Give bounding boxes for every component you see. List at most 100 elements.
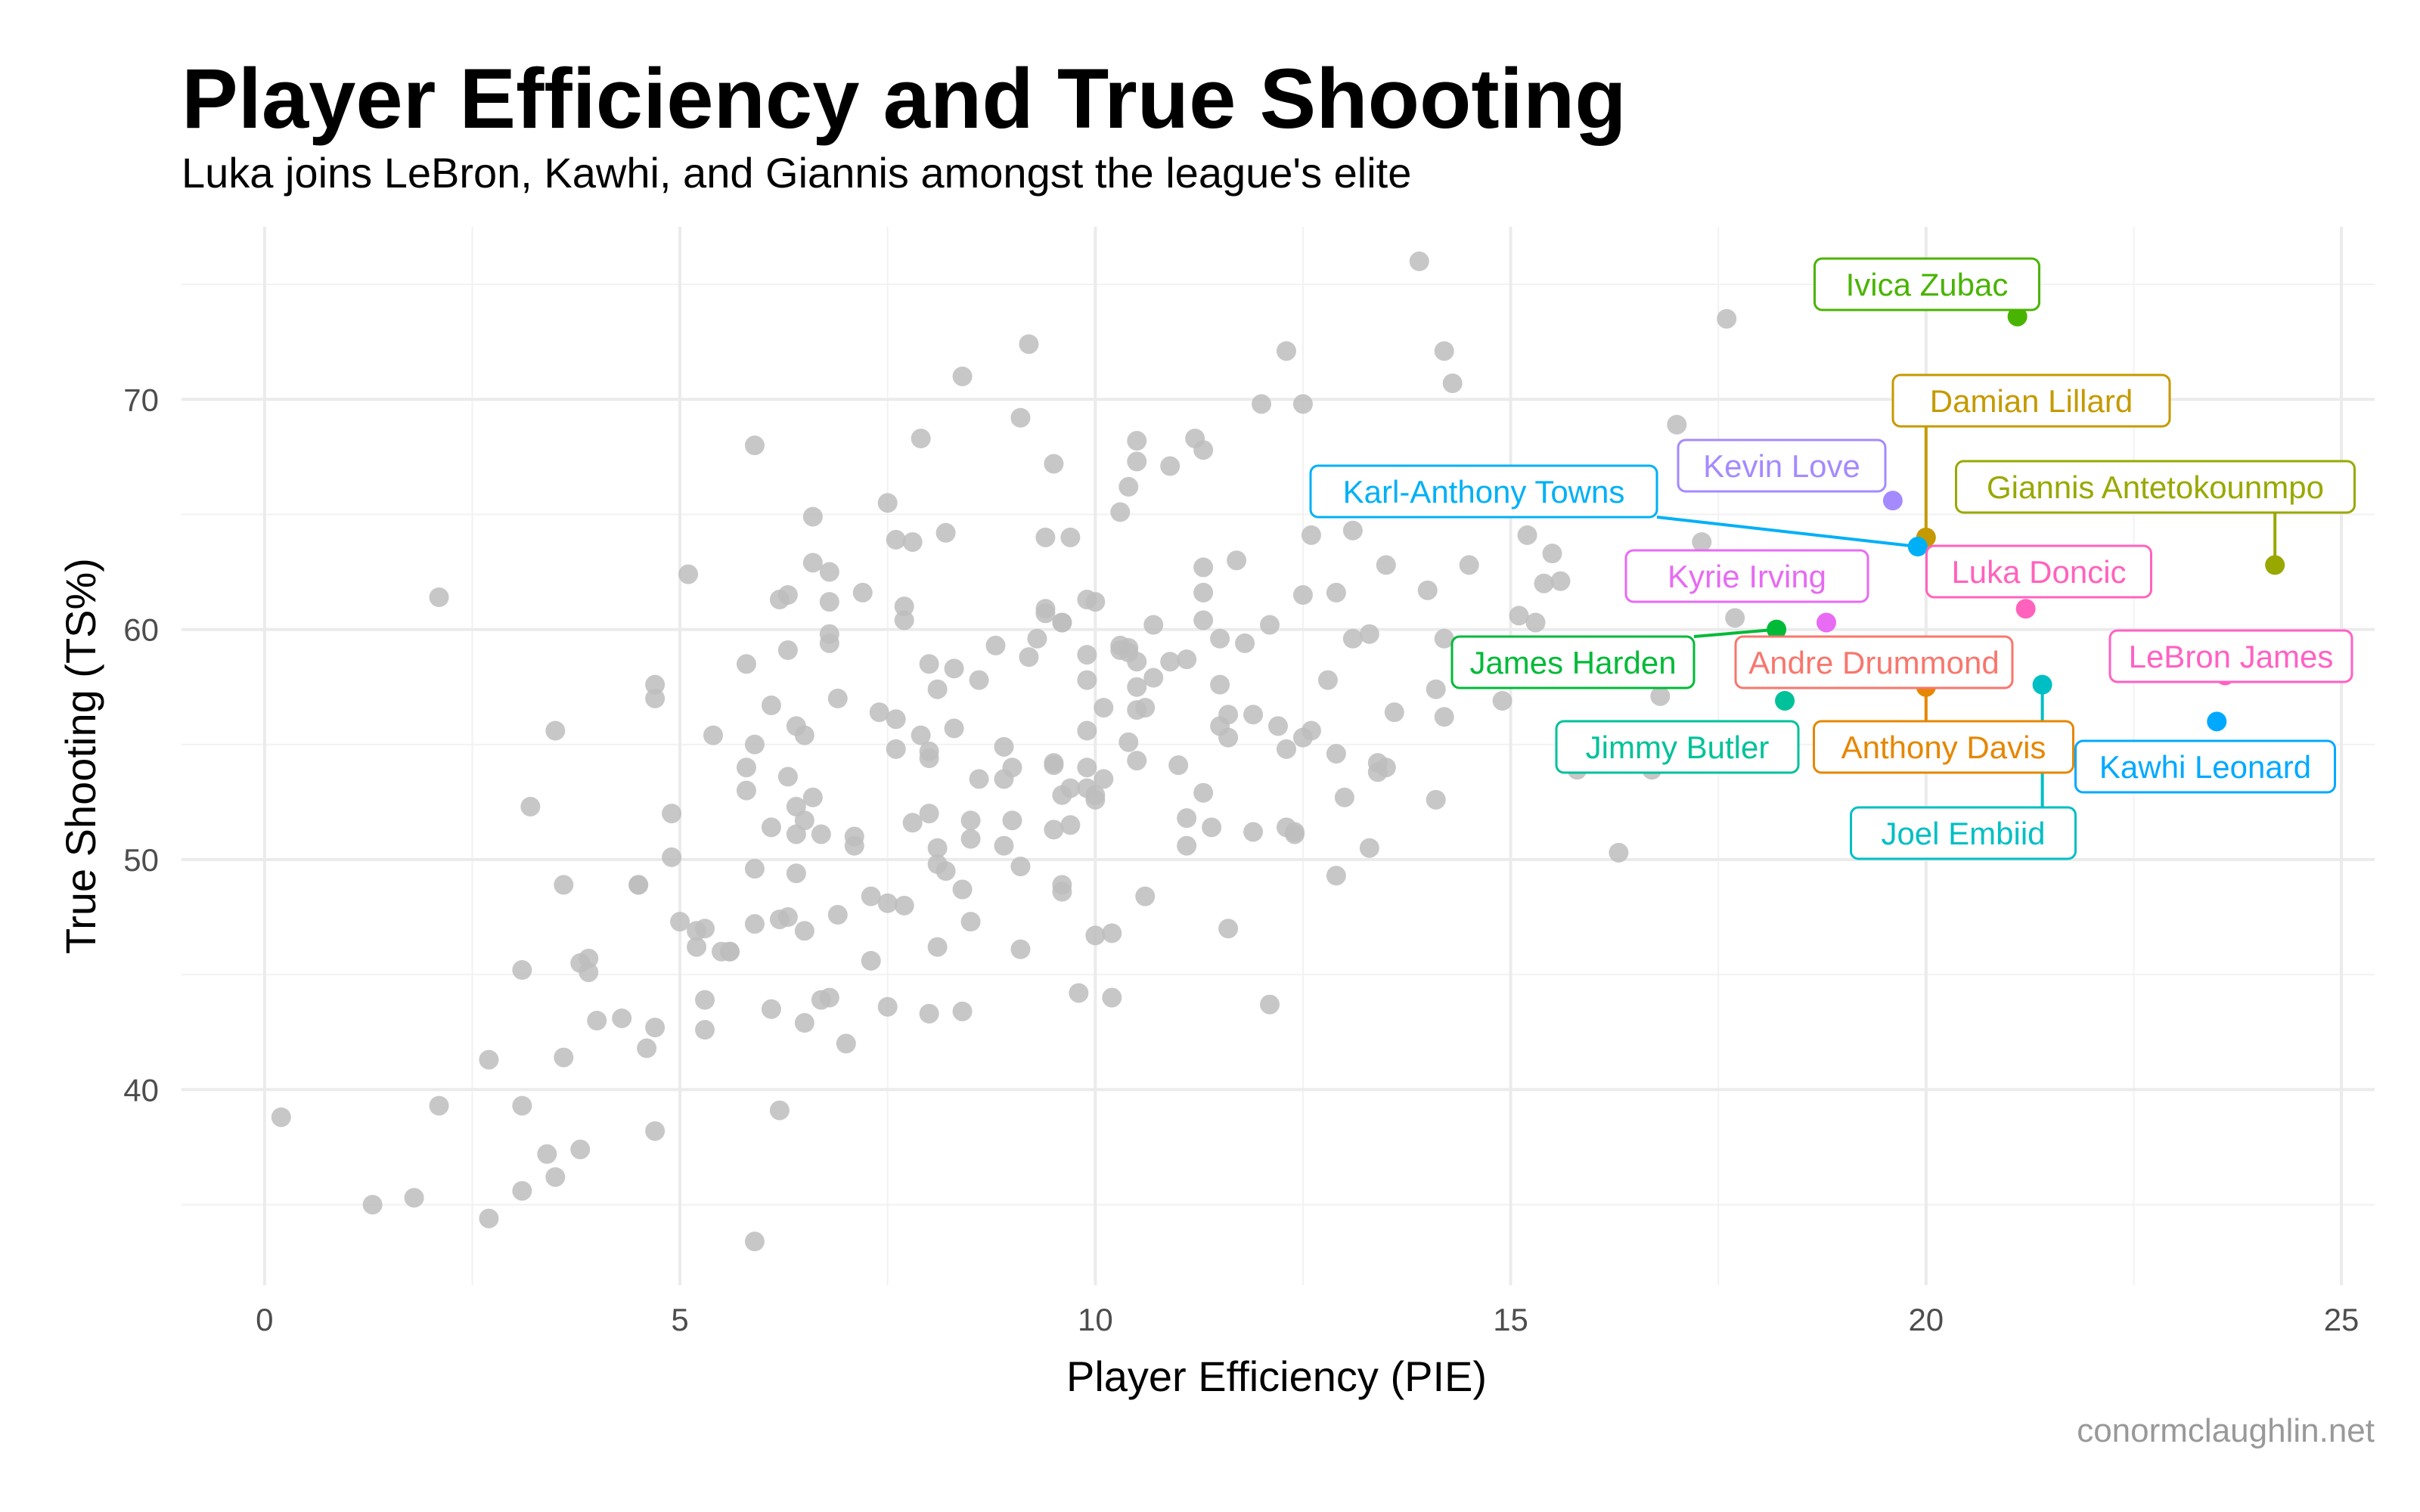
x-axis-ticks: 0 5 10 15 20 25 [256, 1302, 2359, 1337]
player-point [944, 658, 964, 679]
player-point [777, 767, 798, 787]
player-point [802, 507, 823, 527]
player-label: Kawhi Leonard [2074, 739, 2336, 794]
player-point [819, 987, 839, 1008]
player-point [969, 769, 989, 789]
player-label-text: Karl-Anthony Towns [1343, 474, 1625, 510]
player-point [1276, 739, 1296, 759]
player-point [777, 907, 798, 928]
player-point [570, 1139, 591, 1160]
player-point [744, 859, 765, 879]
player-point [545, 720, 566, 741]
player-point [1667, 414, 1687, 435]
player-point [994, 736, 1014, 757]
leader-line [1656, 516, 1919, 549]
player-point [894, 610, 914, 631]
chart-subtitle: Luka joins LeBron, Kawhi, and Giannis am… [182, 149, 1412, 197]
player-point [404, 1188, 424, 1208]
player-point [1160, 652, 1181, 672]
player-point [1459, 555, 1479, 575]
player-label: James Harden [1450, 635, 1696, 689]
player-point [1160, 456, 1181, 476]
player-point [1052, 612, 1072, 633]
player-label-text: Luka Doncic [1951, 554, 2126, 590]
player-point [1077, 720, 1097, 741]
player-point [1218, 727, 1239, 748]
player-label-text: Ivica Zubac [1846, 267, 2009, 302]
player-point [1509, 606, 1529, 626]
player-point [1002, 810, 1022, 831]
highlighted-player-point [1882, 491, 1903, 511]
highlighted-player-point [1817, 612, 1836, 633]
player-point [1202, 817, 1222, 838]
player-point [794, 1013, 814, 1033]
player-point [479, 1049, 499, 1070]
player-point [1127, 751, 1147, 771]
player-point [969, 670, 989, 690]
player-point [1210, 628, 1230, 649]
player-label-text: Kawhi Leonard [2099, 749, 2311, 785]
player-label-box [2108, 629, 2353, 683]
player-label-box [1450, 635, 1696, 689]
player-point [720, 941, 740, 962]
player-point [1060, 815, 1081, 835]
player-label-box [1925, 544, 2152, 599]
player-label: LeBron James [2108, 629, 2353, 683]
player-point [1002, 758, 1022, 778]
player-point [645, 674, 666, 695]
player-label: Damian Lillard [1891, 373, 2171, 428]
player-point [1193, 440, 1214, 460]
player-point [1085, 592, 1106, 612]
player-point [1218, 705, 1239, 725]
player-point [819, 633, 839, 653]
player-point [678, 564, 699, 584]
player-point [545, 1167, 566, 1187]
player-point [1717, 308, 1737, 329]
highlighted-player-point [2265, 555, 2285, 575]
player-point [520, 796, 541, 816]
player-point [1417, 580, 1438, 600]
player-point [1492, 690, 1512, 711]
player-point [271, 1107, 291, 1127]
player-point [628, 875, 649, 895]
player-point [952, 1001, 973, 1021]
player-point [1235, 633, 1255, 653]
player-point [894, 895, 914, 916]
player-point [362, 1194, 383, 1215]
player-point [1301, 720, 1321, 741]
highlighted-player-point [1767, 619, 1787, 640]
player-point [1010, 939, 1031, 959]
player-label: Andre Drummond [1734, 635, 2014, 689]
x-tick-label: 10 [1078, 1302, 1113, 1337]
player-point [744, 734, 765, 754]
player-point [886, 709, 906, 730]
player-point [894, 596, 914, 617]
y-tick-label: 40 [123, 1072, 159, 1108]
player-point [1227, 550, 1247, 571]
player-point [777, 584, 798, 605]
player-point [1434, 707, 1454, 727]
highlighted-player-point [2015, 599, 2036, 619]
x-tick-label: 5 [671, 1302, 688, 1337]
player-point [554, 1047, 574, 1067]
player-point [1127, 677, 1147, 697]
player-point [811, 824, 831, 844]
player-label: Luka Doncic [1925, 544, 2152, 599]
player-label-text: James Harden [1469, 645, 1676, 680]
player-point [1060, 778, 1081, 798]
chart-caption: conormclaughlin.net [2077, 1412, 2375, 1449]
player-point [662, 847, 682, 867]
player-point [827, 688, 848, 708]
player-label-text: Damian Lillard [1930, 383, 2133, 419]
player-label-box [1891, 373, 2171, 428]
player-point [1060, 527, 1081, 547]
player-point [861, 886, 881, 906]
player-point [1052, 881, 1072, 902]
player-point [1252, 394, 1272, 414]
y-tick-label: 50 [123, 842, 159, 878]
player-point [662, 804, 682, 824]
player-point [579, 962, 599, 983]
player-label: Joel Embiid [1850, 806, 2077, 860]
player-point [886, 739, 906, 759]
player-point [736, 780, 756, 801]
